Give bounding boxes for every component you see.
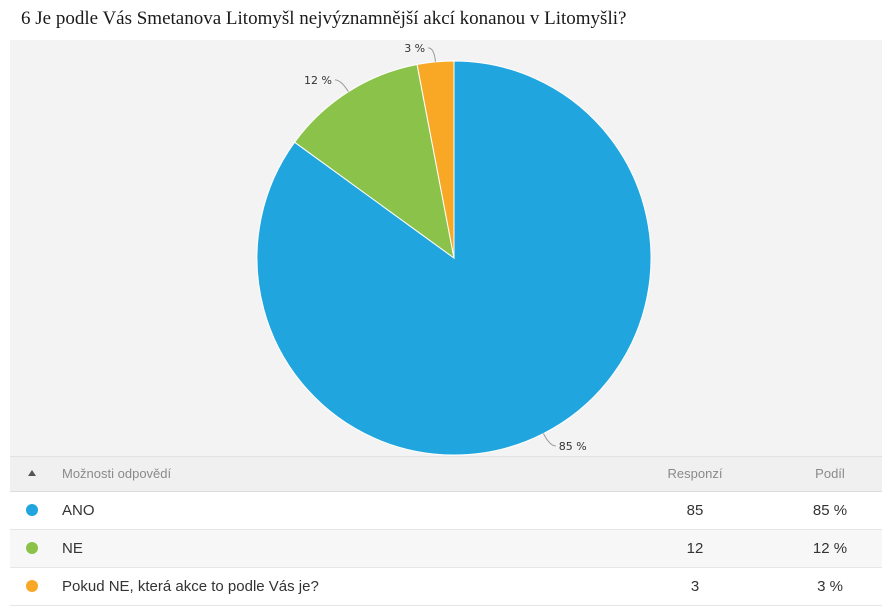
- legend-dot-icon: [26, 504, 38, 516]
- table-row: ANO 85 85 %: [10, 492, 882, 530]
- chart-area: 85 % 12 % 3 %: [10, 40, 882, 460]
- pie-connector-2: [428, 47, 436, 62]
- row-count: 85: [686, 502, 704, 519]
- header-share[interactable]: Podíl: [815, 466, 845, 481]
- pie-connector-1: [334, 79, 349, 92]
- row-share: 85 %: [812, 502, 848, 519]
- answers-table: Možnosti odpovědí Responzí Podíl ANO 85 …: [10, 456, 882, 606]
- table-header: Možnosti odpovědí Responzí Podíl: [10, 456, 882, 492]
- row-share: 3 %: [817, 578, 843, 595]
- table-row: Pokud NE, která akce to podle Vás je? 3 …: [10, 568, 882, 606]
- row-label: ANO: [62, 502, 95, 519]
- pie-slice-2[interactable]: [416, 60, 455, 259]
- pie-slice-1[interactable]: [293, 63, 455, 260]
- pie-data-label-1: 12 %: [304, 74, 332, 87]
- row-count: 12: [686, 540, 704, 557]
- pie-data-label-2: 3 %: [404, 42, 425, 55]
- legend-dot-icon: [26, 542, 38, 554]
- pie-data-label-0: 85 %: [559, 440, 587, 453]
- row-count: 3: [690, 578, 700, 595]
- row-share: 12 %: [812, 540, 848, 557]
- header-responses[interactable]: Responzí: [667, 466, 723, 481]
- row-label: Pokud NE, která akce to podle Vás je?: [62, 578, 319, 595]
- header-options[interactable]: Možnosti odpovědí: [62, 466, 172, 481]
- table-row: NE 12 12 %: [10, 530, 882, 568]
- row-label: NE: [62, 540, 83, 557]
- pie-connector-0: [542, 433, 556, 447]
- legend-dot-icon: [26, 580, 38, 592]
- sort-ascending-icon[interactable]: [28, 470, 36, 476]
- chart-title: 6 Je podle Vás Smetanova Litomyšl nejvýz…: [21, 8, 627, 29]
- pie-chart: 85 % 12 % 3 %: [256, 42, 652, 456]
